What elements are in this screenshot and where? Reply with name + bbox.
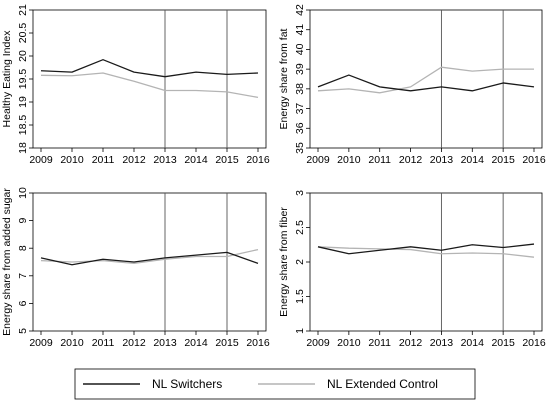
series-line-nl-extended-control bbox=[40, 72, 259, 99]
y-tick-label: 6 bbox=[17, 300, 29, 306]
x-tick-label: 2009 bbox=[306, 154, 330, 166]
y-tick-label: 18 bbox=[17, 142, 29, 154]
y-tick-label: 42 bbox=[294, 4, 306, 16]
x-tick-label: 2015 bbox=[215, 154, 239, 166]
x-tick-label: 2013 bbox=[430, 337, 454, 349]
x-tick-label: 2014 bbox=[461, 154, 485, 166]
y-tick-label: 21 bbox=[17, 4, 29, 16]
y-tick-label: 5 bbox=[17, 328, 29, 334]
legend-label-nl-extended-control: NL Extended Control bbox=[327, 377, 438, 391]
x-tick-label: 2013 bbox=[153, 154, 177, 166]
x-tick-label: 2010 bbox=[337, 154, 361, 166]
x-tick-label: 2012 bbox=[122, 337, 146, 349]
x-tick-label: 2013 bbox=[430, 154, 454, 166]
y-tick-label: 36 bbox=[294, 122, 306, 134]
x-tick-label: 2009 bbox=[306, 337, 330, 349]
plot-frame bbox=[32, 9, 267, 149]
x-tick-label: 2014 bbox=[461, 337, 485, 349]
chart-panels: 2009 2010 2011 2012 2013 2014 2015 20161818.519… bbox=[1, 4, 546, 349]
x-tick-label: 2016 bbox=[246, 337, 270, 349]
y-tick-label: 1.5 bbox=[294, 289, 306, 304]
y-tick-label: 9 bbox=[17, 218, 29, 224]
panel-2: 2009 2010 2011 2012 2013 2014 2015 2016 35 36 37 38… bbox=[278, 4, 546, 166]
y-axis-title: Energy share from fat bbox=[278, 28, 290, 129]
y-tick-label: 19 bbox=[17, 96, 29, 108]
y-tick-label: 41 bbox=[294, 24, 306, 36]
y-axis-title: Energy share from added sugar bbox=[1, 188, 13, 336]
x-tick-label: 2014 bbox=[184, 337, 208, 349]
plot-frame bbox=[309, 192, 543, 332]
x-tick-label: 2015 bbox=[491, 337, 515, 349]
y-tick-label: 19.5 bbox=[17, 69, 29, 90]
y-tick-label: 7 bbox=[17, 273, 29, 279]
series-line-nl-extended-control bbox=[317, 246, 535, 258]
y-tick-label: 18.5 bbox=[17, 115, 29, 136]
x-tick-label: 2012 bbox=[399, 337, 423, 349]
x-tick-label: 2009 bbox=[29, 337, 53, 349]
series-line-nl-switchers bbox=[317, 243, 535, 255]
y-axis-title: Energy share from fiber bbox=[278, 207, 290, 317]
x-tick-label: 2011 bbox=[368, 154, 391, 166]
x-tick-label: 2010 bbox=[60, 337, 84, 349]
series-line-nl-switchers bbox=[40, 251, 259, 266]
y-tick-label: 2.5 bbox=[294, 220, 306, 235]
x-tick-label: 2014 bbox=[184, 154, 208, 166]
x-tick-label: 2012 bbox=[399, 154, 423, 166]
y-tick-label: 20.5 bbox=[17, 23, 29, 44]
plot-frame bbox=[309, 9, 543, 149]
plot-frame bbox=[32, 192, 267, 332]
y-tick-label: 1 bbox=[294, 328, 306, 334]
x-tick-label: 2011 bbox=[368, 337, 391, 349]
x-tick-label: 2009 bbox=[29, 154, 53, 166]
x-tick-label: 2011 bbox=[92, 154, 115, 166]
x-tick-label: 2016 bbox=[522, 337, 546, 349]
y-tick-label: 40 bbox=[294, 43, 306, 55]
y-tick-label: 20 bbox=[17, 50, 29, 62]
x-tick-label: 2010 bbox=[60, 154, 84, 166]
legend-label-nl-switchers: NL Switchers bbox=[152, 377, 222, 391]
x-tick-label: 2016 bbox=[522, 154, 546, 166]
x-tick-label: 2015 bbox=[491, 154, 515, 166]
y-tick-label: 2 bbox=[294, 259, 306, 265]
x-tick-label: 2010 bbox=[337, 337, 361, 349]
x-tick-label: 2015 bbox=[215, 337, 239, 349]
panel-3: 2009 2010 2011 2012 2013 2014 2015 2016 5 6 7 8 9 10 E… bbox=[1, 187, 270, 349]
series-line-nl-extended-control bbox=[40, 248, 259, 265]
x-tick-label: 2013 bbox=[153, 337, 177, 349]
y-axis-title: Healthy Eating Index bbox=[1, 30, 13, 128]
y-tick-label: 39 bbox=[294, 63, 306, 75]
legend: NL Switchers NL Extended Control bbox=[74, 368, 476, 400]
y-tick-label: 8 bbox=[17, 245, 29, 251]
y-tick-label: 10 bbox=[17, 187, 29, 199]
x-tick-label: 2016 bbox=[246, 154, 270, 166]
y-tick-label: 3 bbox=[294, 190, 306, 196]
series-line-nl-switchers bbox=[317, 74, 535, 92]
x-tick-label: 2011 bbox=[92, 337, 115, 349]
y-tick-label: 35 bbox=[294, 142, 306, 154]
series-line-nl-extended-control bbox=[317, 66, 534, 94]
y-tick-label: 38 bbox=[294, 83, 306, 95]
series-line-nl-switchers bbox=[40, 59, 259, 78]
y-tick-label: 37 bbox=[294, 103, 306, 115]
panel-1: 2009 2010 2011 2012 2013 2014 2015 2016 18 18.5 19… bbox=[1, 4, 270, 166]
x-tick-label: 2012 bbox=[122, 154, 146, 166]
panel-4: 2009 2010 2011 2012 2013 2014 2015 2016 1 1.5 2 2.5… bbox=[278, 190, 546, 349]
